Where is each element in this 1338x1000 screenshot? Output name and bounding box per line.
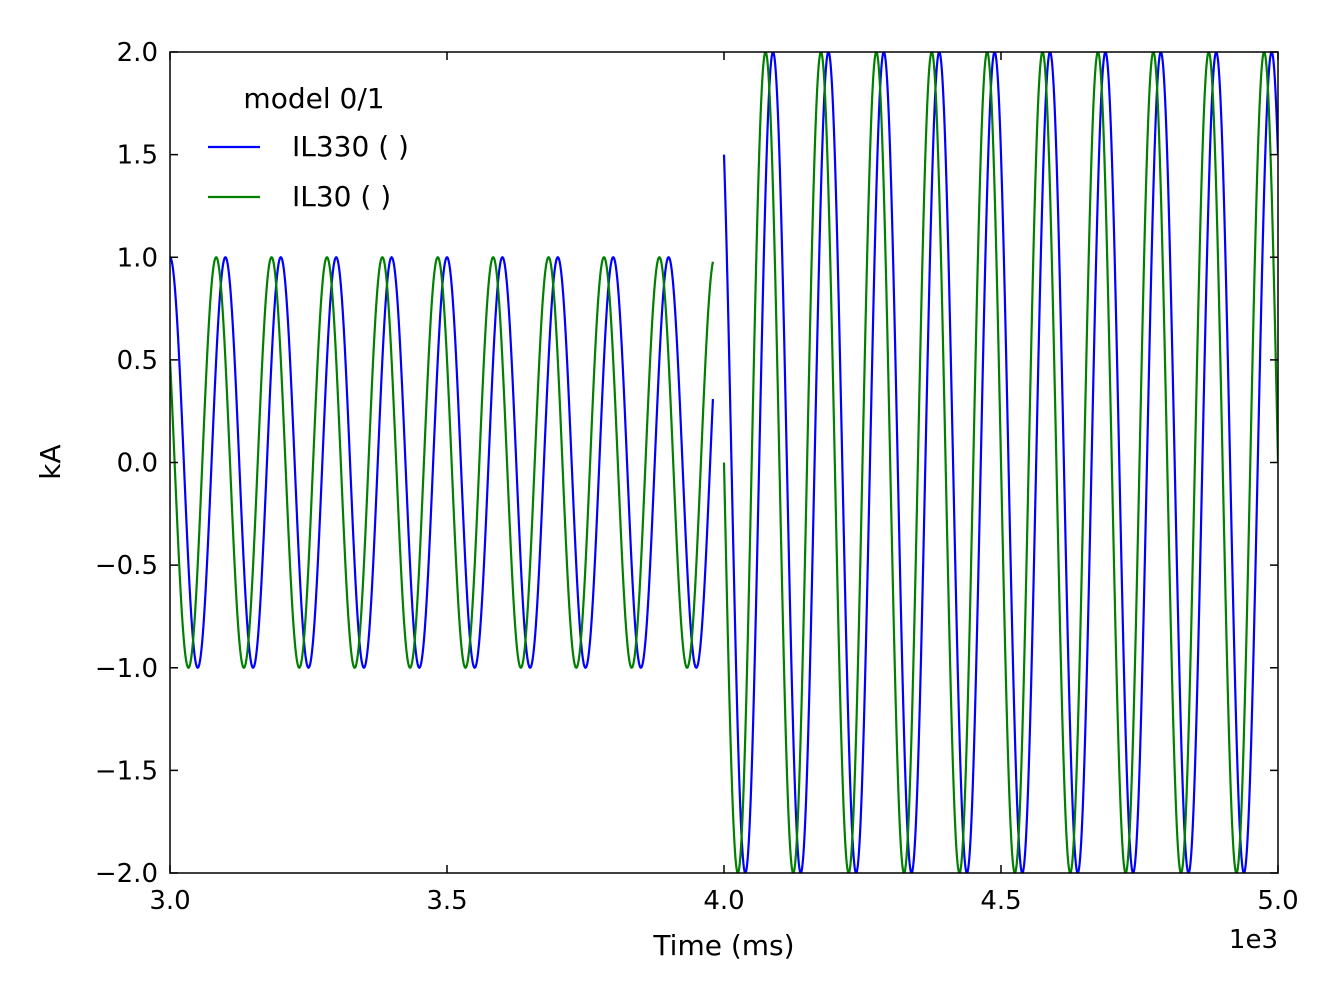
legend-title: model 0/1	[243, 82, 384, 115]
x-tick-label: 3.5	[426, 886, 467, 916]
x-axis-label: Time (ms)	[652, 929, 794, 962]
series-line-il330	[170, 52, 1278, 873]
x-tick-label: 4.0	[703, 886, 744, 916]
x-tick-label: 5.0	[1257, 886, 1298, 916]
legend-label-il30: IL30 ( )	[292, 180, 391, 213]
y-tick-label: −1.5	[95, 756, 158, 786]
y-tick-label: 1.0	[117, 243, 158, 273]
x-tick-label: 3.0	[149, 886, 190, 916]
ticks-layer: 3.0 3.5 4.0 4.5 5.0 2.0 1.5 1.0 0.5 0.0 −0.5 −1.0 −1…	[95, 38, 1299, 916]
series-layer	[170, 52, 1278, 873]
y-tick-label: 2.0	[117, 38, 158, 68]
y-tick-label: 0.5	[117, 346, 158, 376]
y-axis-label: kA	[34, 444, 67, 479]
x-tick-label: 4.5	[980, 886, 1021, 916]
series-line-il30	[170, 52, 1278, 873]
y-tick-label: 0.0	[117, 449, 158, 479]
legend-label-il330: IL330 ( )	[292, 130, 409, 163]
y-tick-label: −2.0	[95, 859, 158, 889]
y-tick-label: −1.0	[95, 654, 158, 684]
y-tick-label: 1.5	[117, 141, 158, 171]
legend: model 0/1 IL330 ( ) IL30 ( )	[208, 82, 409, 213]
y-tick-label: −0.5	[95, 551, 158, 581]
x-offset-label: 1e3	[1229, 925, 1278, 955]
